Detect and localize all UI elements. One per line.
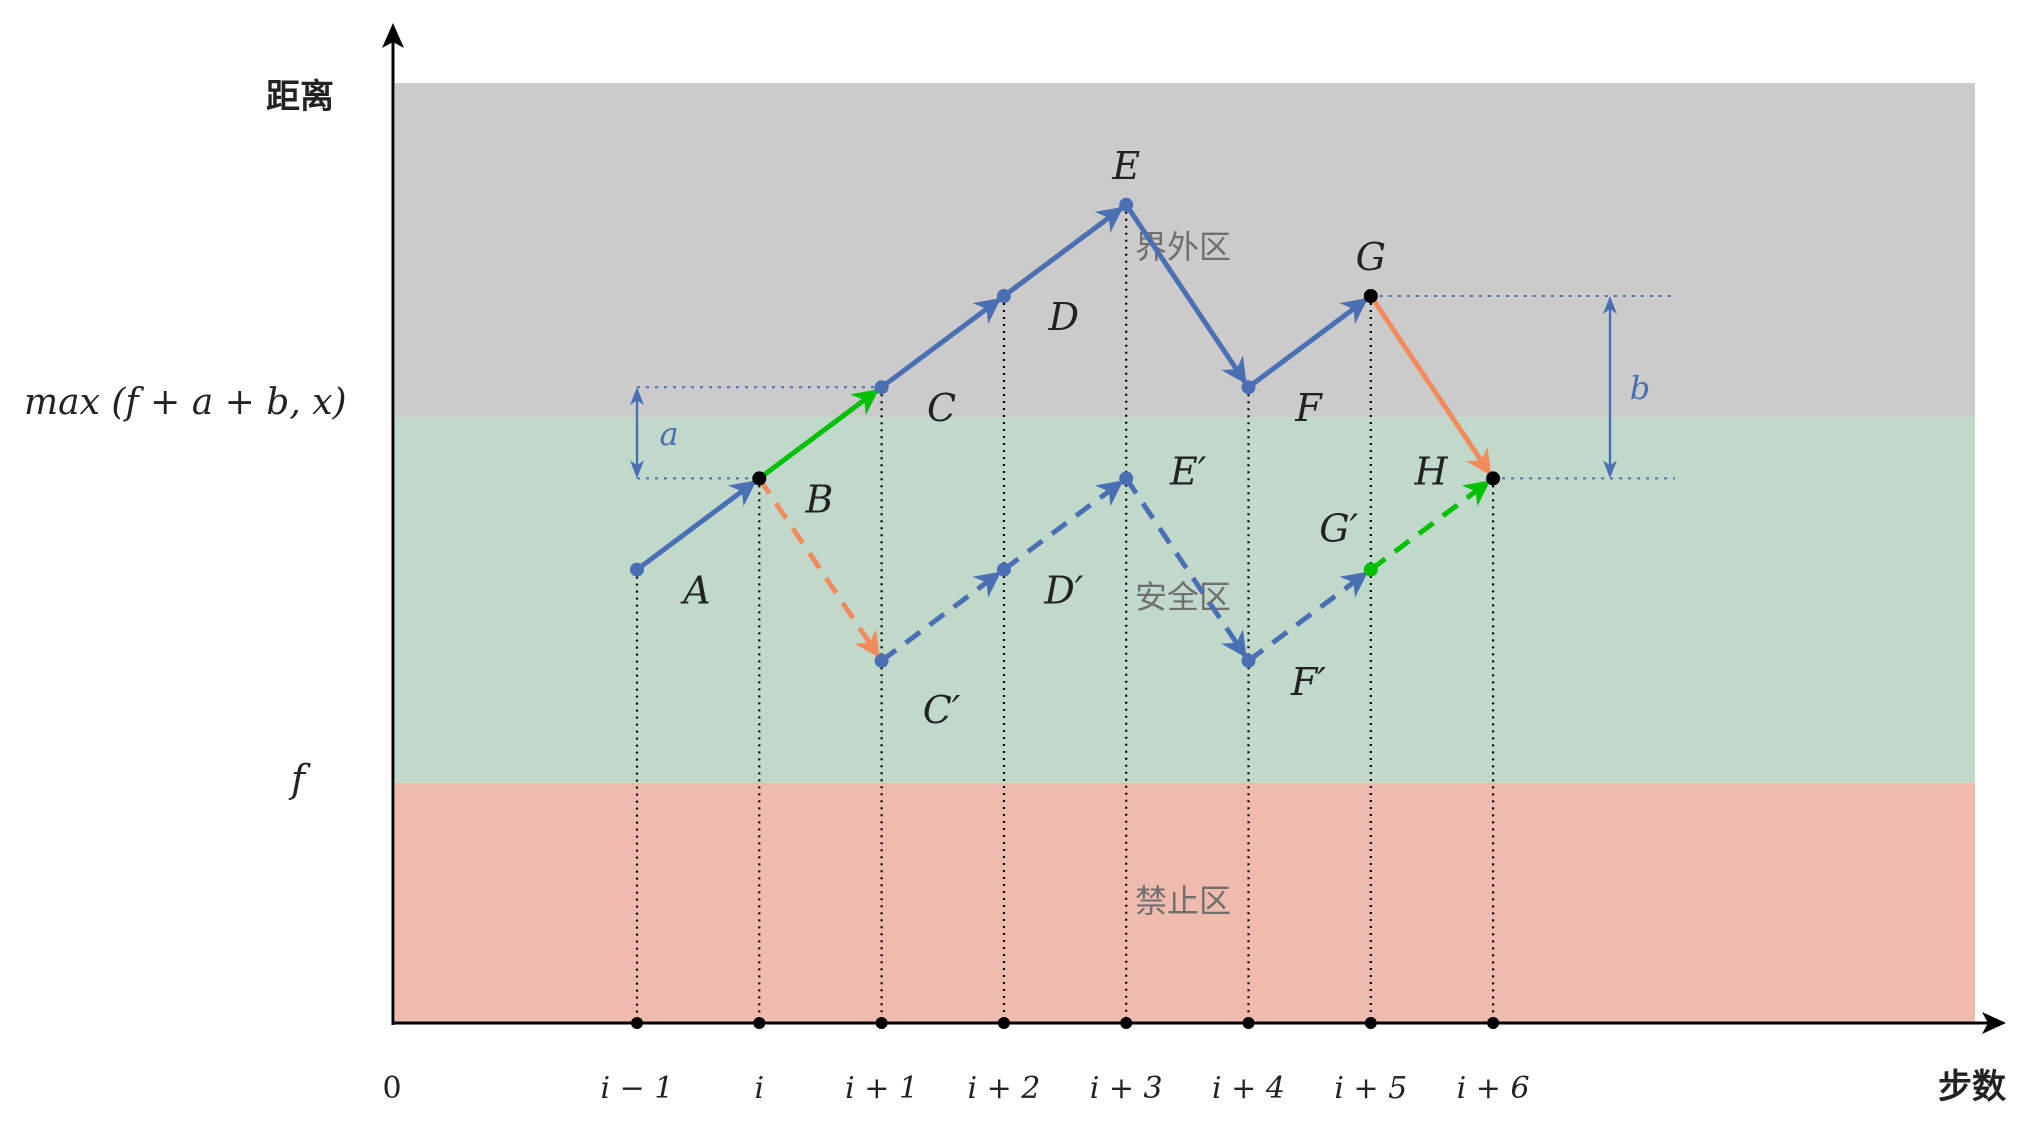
x-tick-label: i + 5 xyxy=(1334,1071,1407,1106)
point-B xyxy=(752,471,767,486)
path-E-F xyxy=(1124,203,1248,385)
point-label-F′: F′ xyxy=(1290,660,1326,704)
outer-zone xyxy=(395,83,1975,417)
safe-zone xyxy=(395,417,1975,783)
point-label-F: F xyxy=(1294,386,1323,430)
x-tick-label: i − 1 xyxy=(601,1071,674,1106)
point-label-D′: D′ xyxy=(1043,569,1083,613)
path-E′-F′ xyxy=(1124,477,1248,658)
point-D xyxy=(996,289,1011,303)
y-tick-f: f xyxy=(288,757,311,801)
forbidden-zone-label: 禁止区 xyxy=(1135,882,1231,920)
path-F′-G′ xyxy=(1247,571,1369,663)
point-label-B: B xyxy=(804,477,833,521)
dimension-b-label: b xyxy=(1630,369,1650,407)
point-E′ xyxy=(1119,471,1134,486)
path-F-G xyxy=(1247,297,1369,390)
point-E xyxy=(1119,197,1134,212)
point-D′ xyxy=(996,562,1011,577)
x-tick-label: i xyxy=(754,1071,764,1106)
x-axis-label: 步数 xyxy=(1938,1067,2006,1107)
path-D-E xyxy=(1002,206,1124,299)
path-G-H xyxy=(1368,294,1492,476)
point-C xyxy=(874,380,889,395)
point-F′ xyxy=(1241,653,1256,668)
outer-zone-label: 界外区 xyxy=(1135,228,1231,266)
path-D′-E′ xyxy=(1002,479,1124,572)
x-tick-label: i + 1 xyxy=(845,1071,918,1106)
dimension-annotations: ab xyxy=(630,295,1675,480)
paths xyxy=(635,203,1492,663)
point-label-G: G xyxy=(1356,235,1386,279)
points xyxy=(630,197,1501,668)
point-label-H: H xyxy=(1414,449,1449,493)
x-tick-label: i + 3 xyxy=(1090,1071,1163,1106)
point-labels: A B C D E F G H C′ D′ E′ F′ G′ xyxy=(680,144,1448,732)
y-axis-arrow xyxy=(382,23,404,48)
point-label-G′: G′ xyxy=(1319,507,1358,551)
point-C′ xyxy=(874,653,889,668)
point-label-C: C xyxy=(927,386,956,430)
point-label-E: E xyxy=(1111,144,1140,188)
x-tick-label: i + 2 xyxy=(967,1071,1040,1106)
path-C′-D′ xyxy=(880,571,1002,663)
origin-label: 0 xyxy=(382,1071,401,1106)
point-A xyxy=(630,562,644,577)
path-B-C′ xyxy=(757,477,881,658)
x-ticks: i − 1 i i + 1 i + 2 i + 3 i + 4 i + 5 i + 6 xyxy=(601,1017,1530,1106)
point-label-C′: C′ xyxy=(923,688,961,732)
dimension-a-label: a xyxy=(659,415,678,453)
path-C-D xyxy=(880,297,1002,390)
point-label-E′: E′ xyxy=(1169,449,1207,493)
step-guides xyxy=(635,204,1495,1023)
point-H xyxy=(1486,471,1501,486)
x-tick-label: i + 4 xyxy=(1212,1071,1285,1106)
path-B-C xyxy=(757,388,879,481)
path-G′-H xyxy=(1369,479,1491,572)
point-G′ xyxy=(1363,562,1378,577)
x-axis-arrow xyxy=(1982,1012,2006,1034)
forbidden-zone xyxy=(395,783,1975,1023)
y-axis-label: 距离 xyxy=(266,77,334,117)
point-G xyxy=(1363,289,1378,303)
point-label-D: D xyxy=(1048,295,1079,339)
point-F xyxy=(1241,380,1256,395)
y-tick-max: max (f + a + b, x) xyxy=(24,382,347,423)
x-tick-label: i + 6 xyxy=(1457,1071,1530,1106)
path-A-B xyxy=(635,479,757,572)
point-label-A: A xyxy=(680,569,710,613)
